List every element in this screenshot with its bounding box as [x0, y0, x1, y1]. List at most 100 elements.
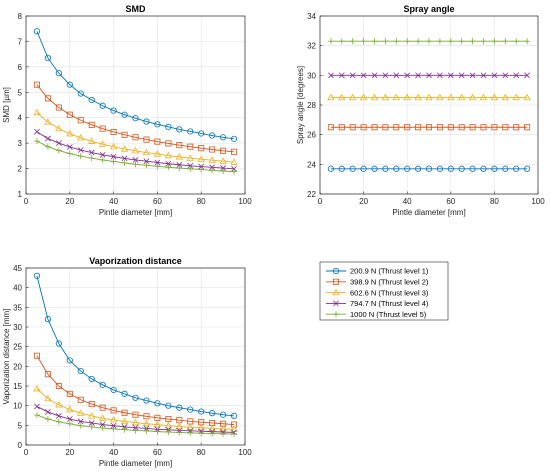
- data-point: [34, 403, 40, 410]
- data-point: [176, 126, 183, 133]
- legend: 200.9 N (Thrust level 1) 398.9 N (Thrust …: [319, 261, 449, 321]
- data-point: [132, 161, 139, 168]
- data-point: [44, 118, 52, 125]
- data-point: [187, 128, 194, 135]
- data-point: [349, 165, 356, 172]
- data-point: [45, 135, 51, 142]
- data-point: [220, 168, 227, 175]
- series-3: [327, 93, 531, 101]
- data-point: [33, 108, 41, 116]
- x-tick-label: 20: [65, 197, 74, 206]
- data-point: [436, 124, 443, 131]
- y-tick-label: 25: [13, 343, 22, 352]
- x-tick-label: 0: [318, 197, 323, 206]
- data-point: [327, 165, 334, 172]
- data-point: [33, 412, 40, 419]
- data-point: [230, 158, 238, 165]
- data-point: [414, 93, 422, 101]
- y-tick-label: 15: [13, 382, 22, 391]
- y-tick-label: 34: [307, 12, 316, 21]
- data-point: [220, 165, 226, 171]
- data-point: [414, 165, 422, 172]
- data-point: [66, 390, 73, 397]
- data-point: [370, 93, 379, 101]
- data-point: [425, 93, 433, 101]
- series-line: [36, 84, 235, 153]
- data-point: [55, 124, 63, 132]
- y-tick-label: 7: [18, 37, 23, 46]
- legend-entry: 1000 N (Thrust level 5): [326, 310, 427, 319]
- legend-label: 794.7 N (Thrust level 4): [350, 299, 429, 308]
- data-point: [88, 121, 95, 128]
- data-point: [502, 38, 509, 45]
- x-tick-label: 40: [109, 197, 118, 206]
- data-point: [447, 124, 454, 131]
- data-point: [132, 427, 139, 434]
- data-point: [491, 165, 498, 172]
- series-line: [36, 388, 235, 430]
- data-point: [88, 375, 95, 383]
- y-tick-label: 5: [18, 88, 23, 97]
- data-point: [77, 134, 85, 141]
- data-point: [469, 72, 476, 79]
- data-point: [513, 38, 520, 45]
- data-point: [66, 81, 73, 88]
- data-point: [88, 401, 95, 408]
- data-point: [198, 408, 205, 415]
- data-point: [512, 93, 520, 101]
- data-point: [393, 38, 400, 45]
- data-point: [165, 140, 172, 147]
- data-point: [480, 38, 487, 45]
- data-point: [143, 158, 150, 165]
- y-tick-label: 24: [307, 160, 316, 169]
- data-point: [99, 404, 106, 411]
- data-point: [176, 142, 183, 149]
- plot-area: [26, 268, 245, 445]
- x-tick-label: 100: [531, 197, 545, 206]
- data-point: [360, 124, 367, 131]
- data-point: [33, 138, 40, 145]
- data-point: [88, 96, 95, 104]
- data-point: [98, 140, 107, 147]
- data-point: [175, 153, 183, 160]
- data-point: [142, 419, 151, 427]
- y-tick-label: 40: [13, 284, 22, 293]
- data-point: [393, 72, 400, 79]
- data-point: [153, 150, 162, 157]
- data-point: [99, 425, 106, 432]
- series-line: [36, 275, 235, 417]
- data-point: [327, 124, 334, 131]
- y-tick-label: 28: [307, 101, 316, 110]
- data-point: [447, 72, 454, 79]
- data-point: [77, 422, 84, 429]
- data-point: [186, 423, 194, 430]
- data-point: [513, 124, 520, 131]
- data-point: [77, 117, 84, 124]
- data-point: [209, 132, 216, 139]
- y-tick-label: 0: [18, 441, 23, 450]
- series-1: [33, 28, 238, 142]
- data-point: [143, 162, 150, 169]
- data-point: [99, 125, 106, 132]
- data-point: [110, 425, 117, 432]
- data-point: [338, 124, 345, 131]
- y-tick-label: 35: [13, 303, 22, 312]
- x-axis-label: Pintle diameter [mm]: [99, 459, 172, 468]
- data-point: [154, 163, 161, 170]
- data-point: [109, 416, 118, 423]
- data-point: [524, 72, 530, 79]
- data-point: [66, 129, 74, 137]
- legend-entry: 602.6 N (Thrust level 3): [326, 288, 429, 297]
- series-3: [33, 108, 238, 165]
- data-point: [198, 130, 205, 137]
- series-5: [327, 38, 531, 45]
- data-point: [88, 412, 96, 419]
- data-point: [458, 93, 466, 101]
- data-point: [55, 340, 62, 347]
- data-point: [382, 124, 389, 131]
- data-point: [491, 124, 498, 131]
- data-point: [154, 159, 161, 166]
- data-point: [164, 421, 173, 429]
- data-point: [231, 430, 238, 437]
- data-point: [382, 38, 389, 45]
